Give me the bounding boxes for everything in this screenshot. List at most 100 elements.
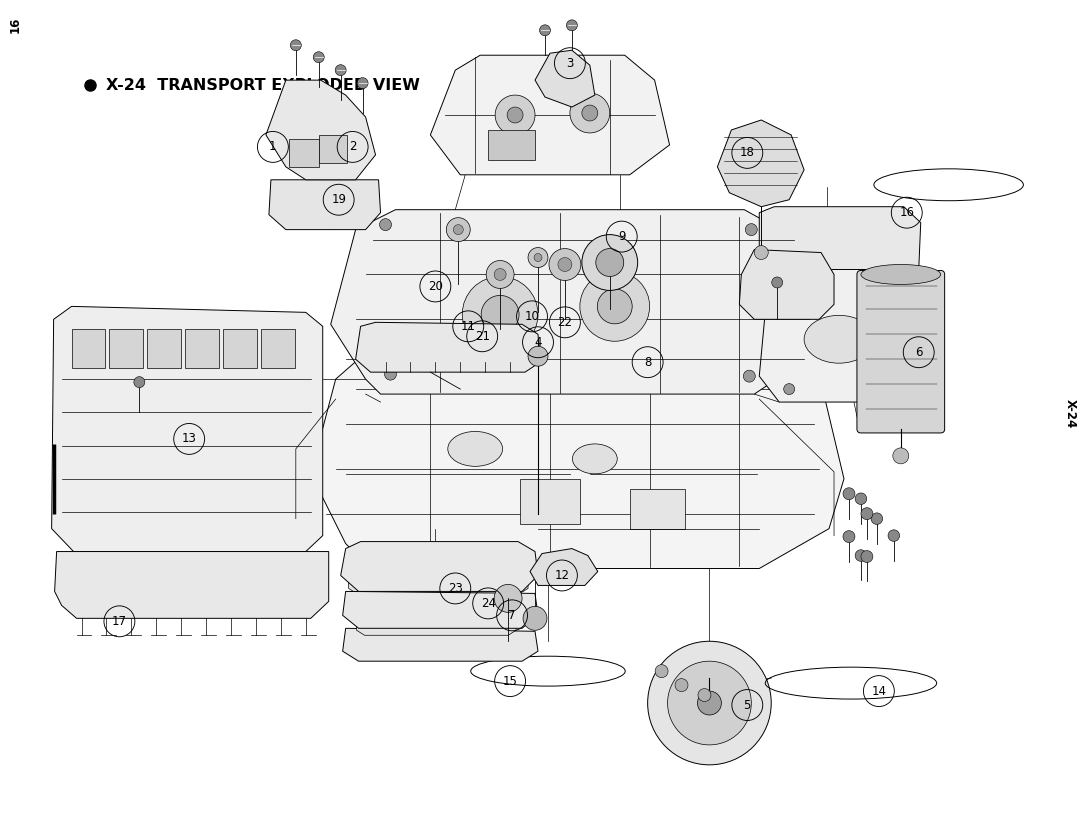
Polygon shape bbox=[740, 249, 834, 319]
Text: 21: 21 bbox=[475, 329, 489, 343]
Circle shape bbox=[883, 384, 894, 394]
Text: 6: 6 bbox=[915, 346, 922, 359]
FancyBboxPatch shape bbox=[71, 329, 106, 368]
Text: 3: 3 bbox=[566, 57, 573, 70]
Ellipse shape bbox=[805, 315, 874, 363]
Polygon shape bbox=[266, 80, 376, 180]
Text: 5: 5 bbox=[744, 699, 751, 711]
Circle shape bbox=[596, 249, 624, 276]
Circle shape bbox=[508, 107, 523, 123]
Circle shape bbox=[566, 20, 578, 31]
Circle shape bbox=[843, 488, 855, 500]
Circle shape bbox=[379, 219, 391, 231]
Circle shape bbox=[861, 508, 873, 520]
Text: 2: 2 bbox=[349, 140, 356, 153]
Circle shape bbox=[291, 40, 301, 51]
Polygon shape bbox=[311, 344, 843, 569]
Circle shape bbox=[772, 277, 783, 288]
Circle shape bbox=[558, 258, 572, 272]
FancyBboxPatch shape bbox=[288, 139, 319, 167]
Text: 11: 11 bbox=[461, 319, 475, 333]
Text: 10: 10 bbox=[525, 310, 540, 323]
Circle shape bbox=[534, 254, 542, 262]
Polygon shape bbox=[355, 322, 540, 372]
FancyBboxPatch shape bbox=[109, 329, 144, 368]
Circle shape bbox=[784, 384, 795, 394]
Text: 15: 15 bbox=[502, 675, 517, 687]
Circle shape bbox=[384, 368, 396, 380]
Circle shape bbox=[582, 105, 598, 121]
Circle shape bbox=[743, 370, 755, 382]
Circle shape bbox=[698, 691, 721, 715]
Circle shape bbox=[495, 269, 507, 280]
Circle shape bbox=[855, 493, 867, 505]
Text: 24: 24 bbox=[481, 597, 496, 610]
FancyBboxPatch shape bbox=[185, 329, 219, 368]
Polygon shape bbox=[340, 541, 538, 591]
Circle shape bbox=[482, 295, 519, 334]
Text: 13: 13 bbox=[181, 432, 197, 445]
Polygon shape bbox=[342, 628, 538, 661]
Ellipse shape bbox=[572, 444, 618, 474]
Circle shape bbox=[357, 78, 368, 88]
Circle shape bbox=[446, 218, 470, 242]
FancyBboxPatch shape bbox=[261, 329, 295, 368]
Text: 14: 14 bbox=[872, 685, 887, 697]
Polygon shape bbox=[52, 306, 323, 551]
Text: X-24: X-24 bbox=[1064, 399, 1077, 429]
Circle shape bbox=[540, 25, 551, 36]
Circle shape bbox=[855, 550, 867, 561]
Circle shape bbox=[656, 665, 669, 678]
Circle shape bbox=[570, 93, 610, 133]
FancyBboxPatch shape bbox=[147, 329, 181, 368]
Circle shape bbox=[523, 606, 546, 631]
FancyBboxPatch shape bbox=[630, 489, 685, 529]
Polygon shape bbox=[55, 551, 328, 618]
Circle shape bbox=[754, 245, 768, 259]
Polygon shape bbox=[759, 207, 921, 269]
Circle shape bbox=[745, 224, 757, 236]
Circle shape bbox=[782, 271, 793, 282]
Ellipse shape bbox=[448, 431, 502, 466]
Circle shape bbox=[313, 52, 324, 63]
Text: 19: 19 bbox=[332, 193, 347, 206]
Circle shape bbox=[886, 274, 896, 285]
Circle shape bbox=[843, 530, 855, 543]
Text: 18: 18 bbox=[740, 147, 755, 159]
Text: 8: 8 bbox=[644, 355, 651, 369]
Polygon shape bbox=[330, 209, 824, 394]
FancyBboxPatch shape bbox=[521, 479, 580, 524]
Polygon shape bbox=[349, 575, 528, 594]
Circle shape bbox=[861, 550, 873, 562]
Text: 20: 20 bbox=[428, 280, 443, 293]
Circle shape bbox=[667, 661, 752, 745]
Polygon shape bbox=[356, 617, 516, 636]
FancyBboxPatch shape bbox=[856, 270, 945, 433]
Text: 4: 4 bbox=[535, 336, 542, 349]
Circle shape bbox=[675, 679, 688, 691]
Polygon shape bbox=[430, 55, 670, 175]
FancyBboxPatch shape bbox=[224, 329, 257, 368]
Text: 12: 12 bbox=[554, 569, 569, 582]
Polygon shape bbox=[530, 549, 598, 585]
Polygon shape bbox=[535, 50, 595, 107]
Text: 16: 16 bbox=[9, 18, 22, 33]
Text: 1: 1 bbox=[269, 140, 276, 153]
Text: X-24  TRANSPORT EXPLODED VIEW: X-24 TRANSPORT EXPLODED VIEW bbox=[107, 78, 420, 93]
Circle shape bbox=[486, 260, 514, 289]
Circle shape bbox=[528, 346, 548, 366]
Text: 22: 22 bbox=[557, 316, 572, 329]
Circle shape bbox=[335, 65, 347, 76]
Circle shape bbox=[454, 224, 463, 234]
Polygon shape bbox=[717, 120, 805, 207]
Circle shape bbox=[462, 276, 538, 352]
Circle shape bbox=[134, 377, 145, 388]
Polygon shape bbox=[342, 591, 538, 628]
Circle shape bbox=[597, 289, 632, 324]
Circle shape bbox=[549, 249, 581, 280]
Circle shape bbox=[648, 641, 771, 765]
Ellipse shape bbox=[861, 264, 941, 284]
FancyBboxPatch shape bbox=[319, 135, 347, 163]
Circle shape bbox=[580, 272, 650, 341]
Circle shape bbox=[888, 530, 900, 541]
